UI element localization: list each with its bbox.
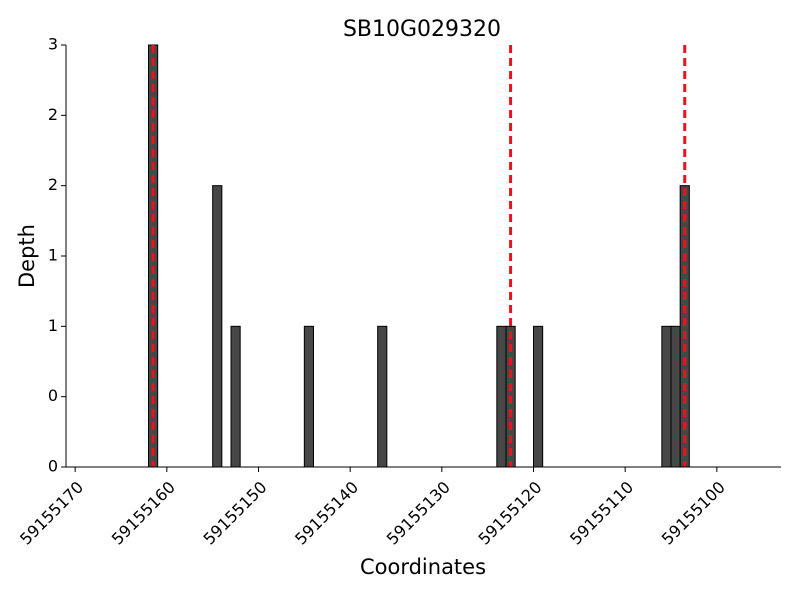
- bar: [661, 325, 672, 468]
- y-tick-label: 1: [48, 246, 58, 265]
- x-tick-label: 59155120: [474, 478, 545, 549]
- y-axis-label: Depth: [15, 224, 39, 288]
- x-tick-label: 59155170: [16, 478, 87, 549]
- bar: [230, 325, 241, 468]
- x-tick-label: 59155130: [383, 478, 454, 549]
- chart-title: SB10G029320: [343, 17, 501, 42]
- bar: [496, 325, 507, 468]
- x-tick-label: 59155150: [199, 478, 270, 549]
- bar: [533, 325, 544, 468]
- y-tick-label: 1: [48, 316, 58, 335]
- x-tick-label: 59155160: [108, 478, 179, 549]
- bar: [303, 325, 315, 468]
- bar: [377, 325, 388, 468]
- y-tick-label: 0: [48, 386, 58, 405]
- y-tick-label: 0: [48, 457, 58, 476]
- x-axis-label: Coordinates: [360, 555, 486, 579]
- x-tick-label: 59155100: [658, 478, 729, 549]
- x-tick-label: 59155110: [566, 478, 637, 549]
- bar: [670, 325, 681, 468]
- y-tick-label: 2: [48, 105, 58, 124]
- y-tick-label: 3: [48, 35, 58, 54]
- bar: [212, 185, 223, 468]
- y-tick-label: 2: [48, 175, 58, 194]
- x-tick-label: 59155140: [291, 478, 362, 549]
